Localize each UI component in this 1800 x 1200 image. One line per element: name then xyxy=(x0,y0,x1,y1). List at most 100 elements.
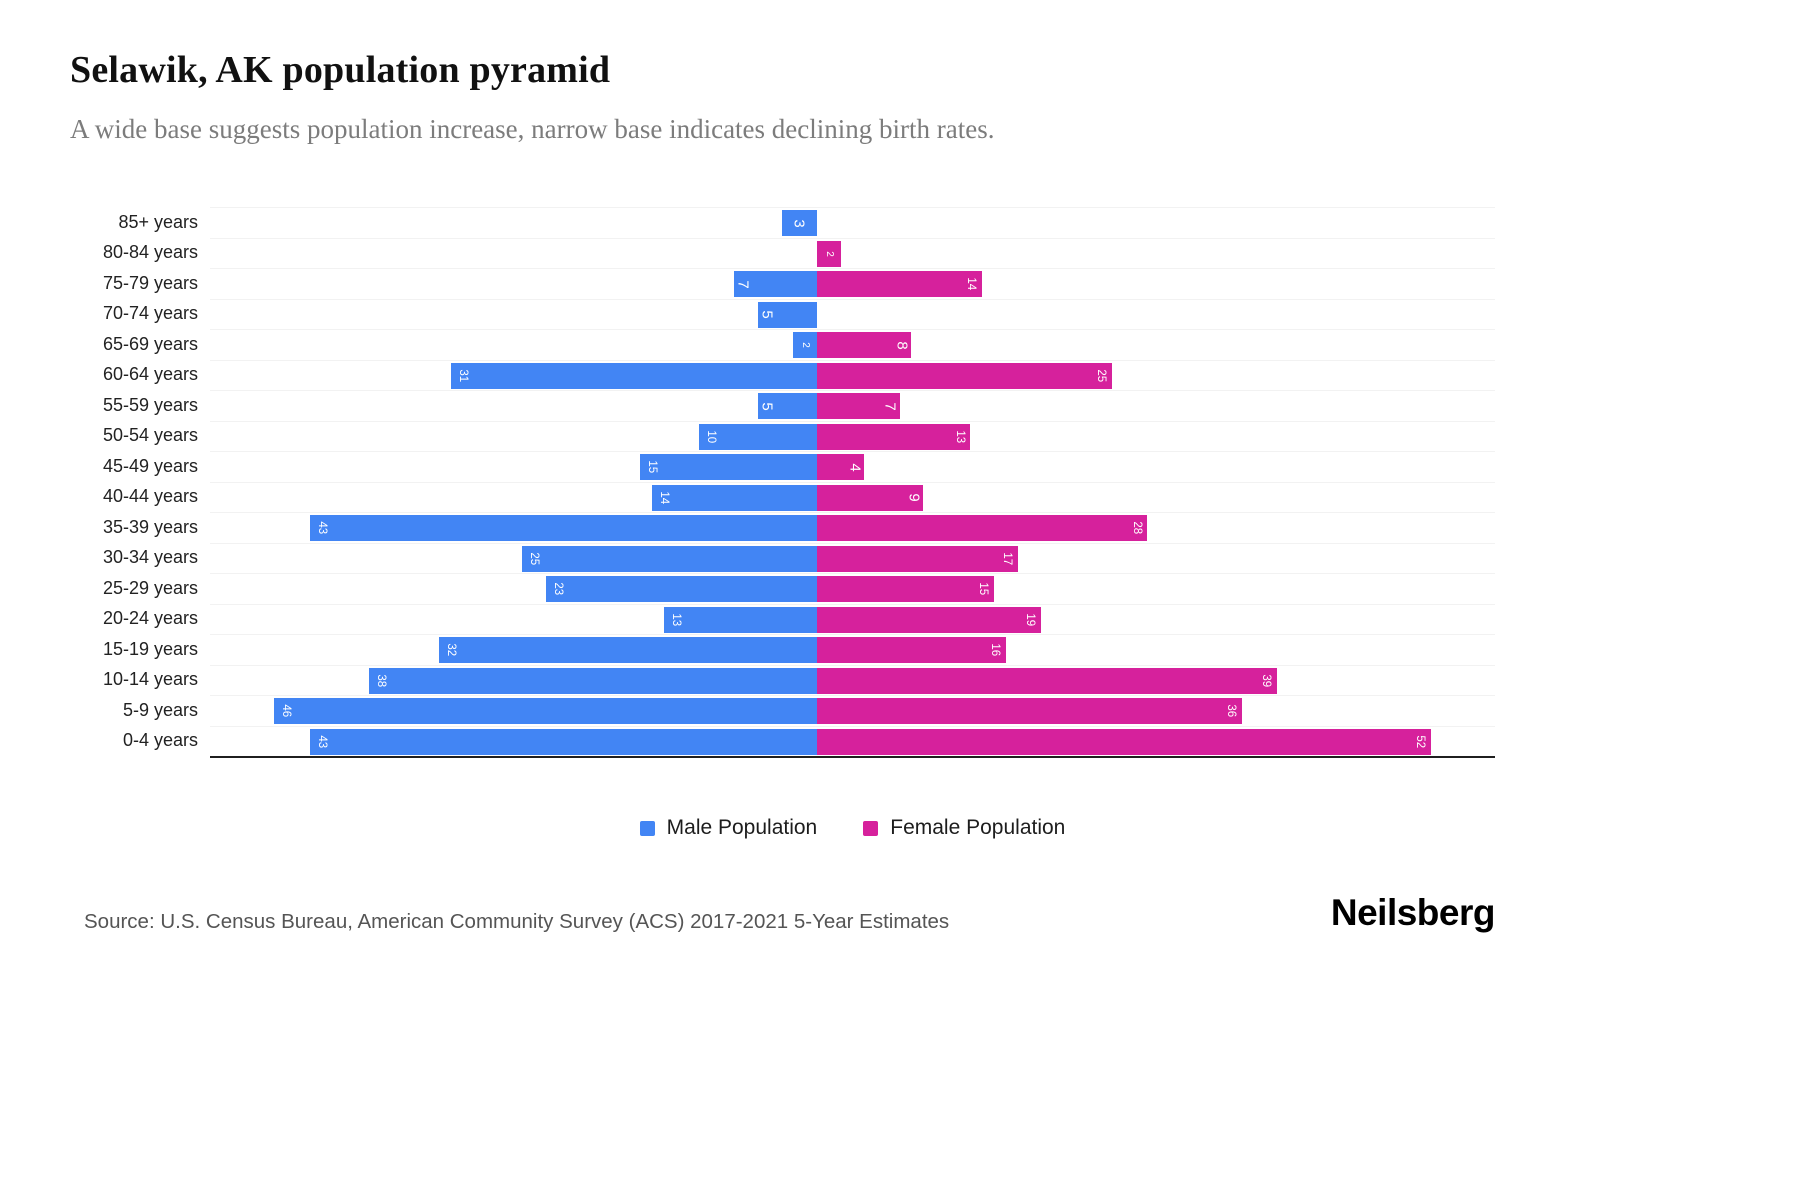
age-group-label: 45-49 years xyxy=(102,455,198,476)
age-group-label: 30-34 years xyxy=(102,547,198,568)
bar-value-label: 13 xyxy=(953,430,966,443)
plot-cell: 7 14 xyxy=(210,268,1495,299)
female-bar: 39 xyxy=(817,667,1278,694)
bar-value-label: 7 xyxy=(735,279,753,289)
pyramid-row: 65-69 years 2 8 xyxy=(70,329,1495,360)
plot-cell: 13 19 xyxy=(210,603,1495,635)
male-bar: 23 xyxy=(545,576,817,602)
source-text: Source: U.S. Census Bureau, American Com… xyxy=(84,910,950,933)
bar-value-label: 9 xyxy=(905,493,923,502)
age-group-label: 15-19 years xyxy=(102,638,198,659)
female-bar: 14 xyxy=(817,271,983,297)
chart-legend: Male Population Female Population xyxy=(210,816,1495,840)
male-bar: 43 xyxy=(309,515,817,541)
legend-item-male[interactable]: Male Population xyxy=(639,816,817,840)
plot-cell: 32 16 xyxy=(210,634,1495,665)
male-bar: 7 xyxy=(734,271,817,297)
plot-cell: 25 17 xyxy=(210,542,1495,574)
age-group-label: 50-54 years xyxy=(102,425,198,446)
male-legend-swatch xyxy=(639,820,655,836)
male-bar: 10 xyxy=(699,423,817,450)
female-bar: 4 xyxy=(817,454,865,480)
male-bar: 13 xyxy=(663,606,817,633)
pyramid-row: 15-19 years 32 16 xyxy=(70,634,1495,665)
bar-value-label: 15 xyxy=(646,460,659,474)
age-group-label: 40-44 years xyxy=(102,486,198,507)
bar-value-label: 15 xyxy=(977,582,990,596)
pyramid-row: 5-9 years 46 36 xyxy=(70,695,1495,726)
plot-cell: 23 15 xyxy=(210,573,1495,604)
female-bar: 52 xyxy=(817,728,1431,755)
female-legend-swatch xyxy=(863,820,879,836)
female-bar: 9 xyxy=(817,484,924,511)
bar-value-label: 3 xyxy=(790,218,808,228)
pyramid-row: 0-4 years 43 52 xyxy=(70,725,1495,757)
female-bar: 17 xyxy=(817,545,1018,572)
bar-value-label: 14 xyxy=(965,277,978,291)
bar-value-label: 39 xyxy=(1260,674,1273,687)
male-bar: 31 xyxy=(451,362,817,389)
bar-value-label: 46 xyxy=(280,704,293,718)
female-bar: 7 xyxy=(817,393,900,419)
pyramid-row: 75-79 years 7 14 xyxy=(70,268,1495,299)
bar-value-label: 2 xyxy=(800,342,812,348)
bar-value-label: 43 xyxy=(315,735,328,748)
bar-value-label: 10 xyxy=(705,430,718,443)
male-bar: 2 xyxy=(793,332,817,358)
bar-value-label: 7 xyxy=(881,401,899,411)
pyramid-rows: 85+ years 3 80-84 years 2 75-79 years 7 14 70-7… xyxy=(70,207,1495,756)
male-bar: 43 xyxy=(309,728,817,755)
bar-value-label: 52 xyxy=(1413,735,1426,748)
male-bar: 25 xyxy=(522,545,817,572)
male-bar: 5 xyxy=(758,393,817,419)
plot-cell: 15 4 xyxy=(210,451,1495,482)
age-group-label: 20-24 years xyxy=(102,608,198,629)
page: Selawik, AK population pyramid A wide ba… xyxy=(70,49,1496,933)
age-group-label: 85+ years xyxy=(118,211,198,232)
bar-value-label: 14 xyxy=(657,491,670,504)
age-group-label: 25-29 years xyxy=(102,577,198,598)
male-bar: 38 xyxy=(368,667,817,694)
age-group-label: 65-69 years xyxy=(102,333,198,354)
male-bar: 3 xyxy=(781,210,817,236)
pyramid-row: 40-44 years 14 9 xyxy=(70,481,1495,513)
female-legend-label: Female Population xyxy=(890,816,1066,839)
plot-cell: 31 25 xyxy=(210,359,1495,391)
plot-cell: 43 52 xyxy=(210,725,1495,757)
plot-cell: 2 xyxy=(210,237,1495,269)
female-bar: 15 xyxy=(817,576,994,602)
age-group-label: 70-74 years xyxy=(102,303,198,324)
plot-cell: 3 xyxy=(210,207,1495,238)
legend-item-female[interactable]: Female Population xyxy=(863,816,1065,840)
female-bar: 25 xyxy=(817,362,1112,389)
bar-value-label: 16 xyxy=(989,643,1002,657)
male-bar: 46 xyxy=(274,698,817,724)
pyramid-row: 25-29 years 23 15 xyxy=(70,573,1495,604)
pyramid-row: 50-54 years 10 13 xyxy=(70,420,1495,452)
pyramid-row: 60-64 years 31 25 xyxy=(70,359,1495,391)
bar-value-label: 2 xyxy=(823,250,835,257)
bar-value-label: 28 xyxy=(1130,521,1143,535)
bar-value-label: 5 xyxy=(758,401,776,411)
bar-value-label: 23 xyxy=(551,582,564,596)
pyramid-row: 45-49 years 15 4 xyxy=(70,451,1495,482)
plot-cell: 10 13 xyxy=(210,420,1495,452)
pyramid-row: 20-24 years 13 19 xyxy=(70,603,1495,635)
bar-value-label: 43 xyxy=(315,521,328,535)
pyramid-row: 85+ years 3 xyxy=(70,207,1495,238)
pyramid-row: 30-34 years 25 17 xyxy=(70,542,1495,574)
bar-value-label: 17 xyxy=(1000,552,1013,565)
bar-value-label: 19 xyxy=(1024,613,1037,626)
pyramid-row: 80-84 years 2 xyxy=(70,237,1495,269)
female-bar: 8 xyxy=(817,332,912,358)
female-bar: 13 xyxy=(817,423,971,450)
age-group-label: 35-39 years xyxy=(102,516,198,537)
age-group-label: 5-9 years xyxy=(122,699,198,720)
age-group-label: 75-79 years xyxy=(102,272,198,293)
bar-value-label: 32 xyxy=(445,643,458,657)
female-bar: 2 xyxy=(817,240,841,267)
bar-value-label: 38 xyxy=(374,674,387,687)
bar-value-label: 31 xyxy=(457,369,470,382)
